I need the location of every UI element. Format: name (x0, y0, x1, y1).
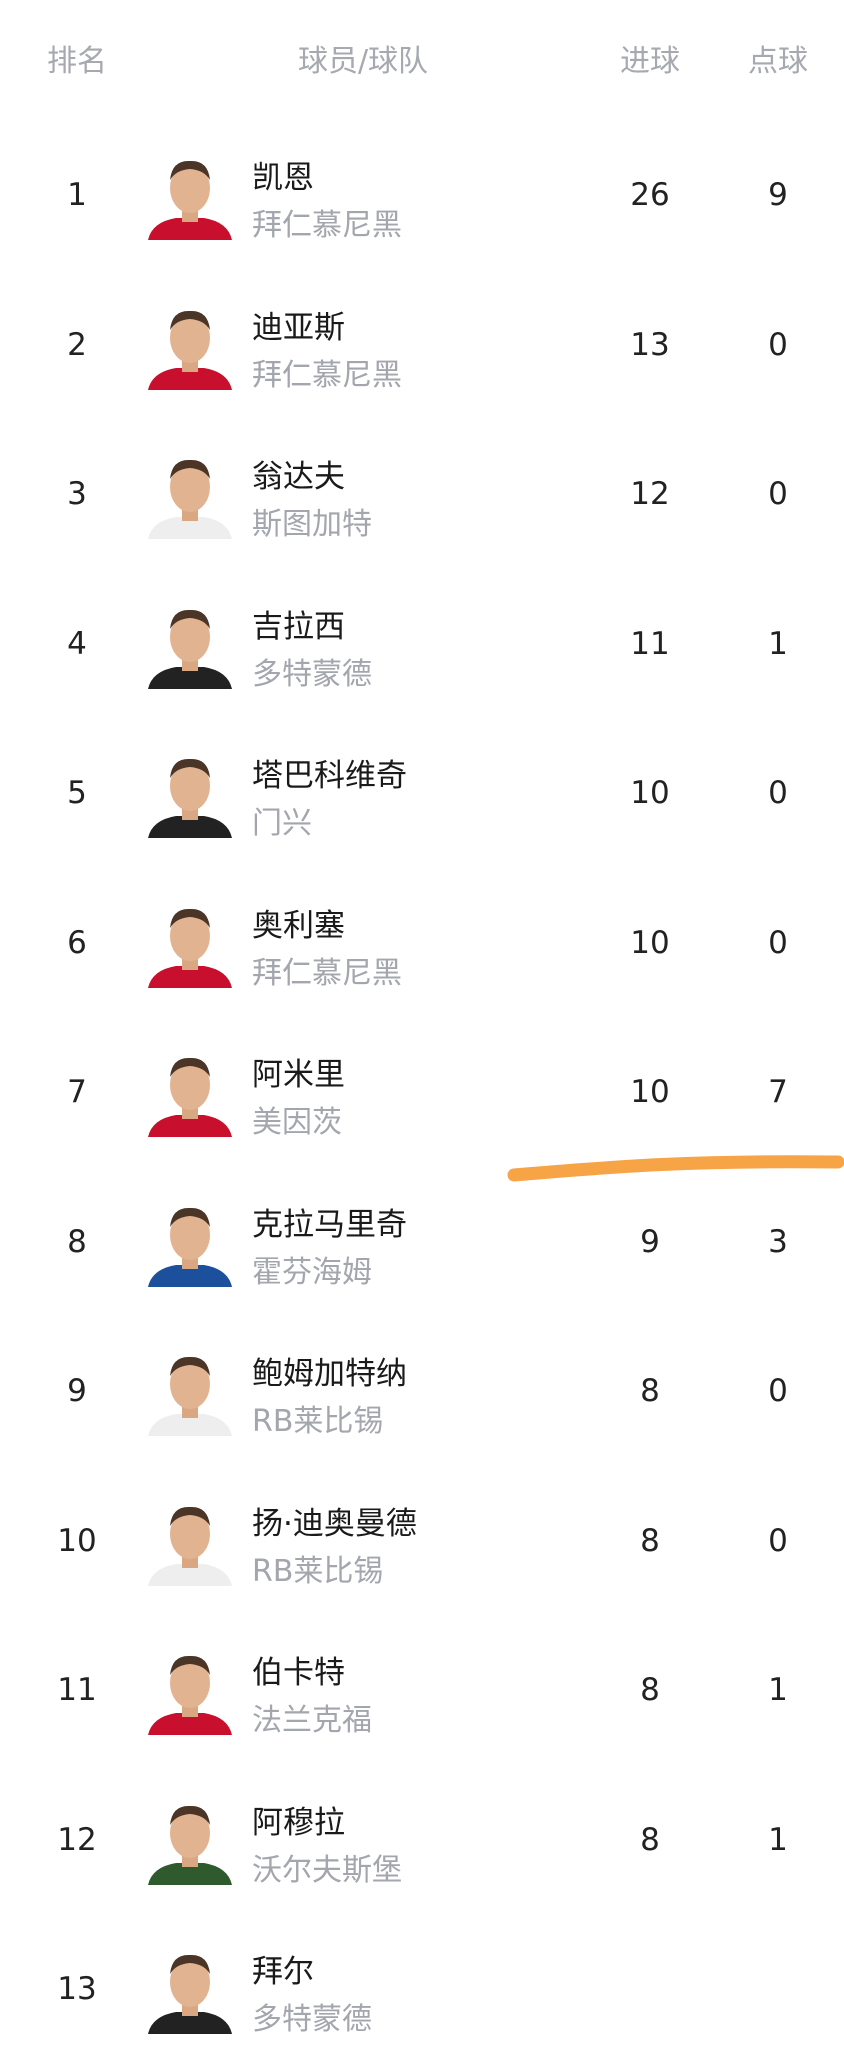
table-row[interactable]: 3 翁达夫 斯图加特 12 0 (0, 419, 844, 569)
penalties: 0 (768, 326, 788, 363)
table-row[interactable]: 5 塔巴科维奇 门兴 10 0 (0, 718, 844, 868)
table-row[interactable]: 6 奥利塞 拜仁慕尼黑 10 0 (0, 868, 844, 1018)
penalties: 7 (768, 1074, 788, 1110)
player-name[interactable]: 奥利塞 (252, 907, 345, 944)
player-name[interactable]: 克拉马里奇 (252, 1206, 407, 1243)
goals: 10 (630, 1074, 670, 1110)
penalties: 0 (768, 476, 788, 512)
player-name[interactable]: 凯恩 (252, 160, 314, 196)
header-rank[interactable]: 排名 (47, 44, 107, 79)
rank: 8 (67, 1223, 87, 1260)
player-name[interactable]: 阿米里 (252, 1057, 345, 1093)
team-name[interactable]: 拜仁慕尼黑 (252, 208, 402, 243)
table-row[interactable]: 8 克拉马里奇 霍芬海姆 9 3 (0, 1167, 844, 1317)
table-row[interactable]: 10 扬·迪奥曼德 RB莱比锡 8 0 (0, 1466, 844, 1616)
player-name[interactable]: 塔巴科维奇 (252, 758, 407, 794)
team-name[interactable]: 斯图加特 (252, 507, 372, 542)
rank: 11 (57, 1672, 97, 1708)
table-row[interactable]: 4 吉拉西 多特蒙德 11 1 (0, 569, 844, 719)
player-avatar (146, 449, 234, 539)
player-name[interactable]: 翁达夫 (252, 459, 345, 495)
penalties: 1 (768, 625, 788, 662)
player-avatar (146, 300, 234, 390)
goals: 10 (630, 775, 670, 811)
rank: 4 (67, 625, 87, 662)
header-goals[interactable]: 进球 (620, 44, 680, 79)
player-avatar (146, 898, 234, 988)
player-name[interactable]: 吉拉西 (252, 608, 345, 645)
player-name[interactable]: 鲍姆加特纳 (252, 1356, 407, 1392)
team-name[interactable]: RB莱比锡 (252, 1404, 384, 1439)
player-avatar (146, 150, 234, 240)
table-row[interactable]: 7 阿米里 美因茨 10 7 (0, 1017, 844, 1167)
goals: 8 (640, 1821, 660, 1858)
penalties: 9 (768, 177, 788, 213)
goals: 8 (640, 1672, 660, 1708)
penalties: 3 (768, 1223, 788, 1260)
player-avatar (146, 1496, 234, 1586)
team-name[interactable]: 沃尔夫斯堡 (252, 1852, 402, 1888)
player-avatar (146, 599, 234, 689)
rank: 3 (67, 476, 87, 512)
rank: 1 (67, 177, 87, 213)
penalties: 0 (768, 775, 788, 811)
goals: 8 (640, 1373, 660, 1409)
penalties: 0 (768, 1522, 788, 1559)
goals: 10 (630, 924, 670, 961)
penalties: 1 (768, 1821, 788, 1858)
team-name[interactable]: 霍芬海姆 (252, 1254, 372, 1290)
team-name[interactable]: 多特蒙德 (252, 656, 372, 692)
player-avatar (146, 1944, 234, 2034)
goals: 11 (630, 625, 670, 662)
team-name[interactable]: 多特蒙德 (252, 2002, 372, 2037)
penalties: 1 (768, 1672, 788, 1708)
player-avatar (146, 748, 234, 838)
team-name[interactable]: 门兴 (252, 806, 312, 841)
player-name[interactable]: 伯卡特 (252, 1655, 345, 1691)
player-name[interactable]: 迪亚斯 (252, 309, 345, 346)
goals: 13 (630, 326, 670, 363)
table-header: 排名 球员/球队 进球 点球 (0, 36, 844, 86)
goals: 9 (640, 1223, 660, 1260)
player-avatar (146, 1645, 234, 1735)
team-name[interactable]: 美因茨 (252, 1105, 342, 1140)
rank: 6 (67, 924, 87, 961)
rank: 13 (57, 1971, 97, 2007)
player-avatar (146, 1795, 234, 1885)
goals: 12 (630, 476, 670, 512)
player-avatar (146, 1346, 234, 1436)
table-row[interactable]: 12 阿穆拉 沃尔夫斯堡 8 1 (0, 1765, 844, 1915)
player-name[interactable]: 阿穆拉 (252, 1804, 345, 1841)
team-name[interactable]: 拜仁慕尼黑 (252, 955, 402, 991)
team-name[interactable]: RB莱比锡 (252, 1553, 384, 1589)
rank: 9 (67, 1373, 87, 1409)
rank: 5 (67, 775, 87, 811)
table-row[interactable]: 13 拜尔 多特蒙德 (0, 1914, 844, 2064)
player-name[interactable]: 拜尔 (252, 1954, 314, 1990)
table-row[interactable]: 11 伯卡特 法兰克福 8 1 (0, 1615, 844, 1765)
rank: 12 (57, 1821, 97, 1858)
player-avatar (146, 1047, 234, 1137)
rank: 10 (57, 1522, 97, 1559)
player-avatar (146, 1197, 234, 1287)
team-name[interactable]: 拜仁慕尼黑 (252, 357, 402, 393)
team-name[interactable]: 法兰克福 (252, 1703, 372, 1738)
table-row[interactable]: 2 迪亚斯 拜仁慕尼黑 13 0 (0, 270, 844, 420)
header-player-team[interactable]: 球员/球队 (297, 44, 429, 79)
table-row[interactable]: 1 凯恩 拜仁慕尼黑 26 9 (0, 120, 844, 270)
goals: 8 (640, 1522, 660, 1559)
penalties: 0 (768, 1373, 788, 1409)
player-name[interactable]: 扬·迪奥曼德 (252, 1505, 417, 1542)
goals: 26 (630, 177, 670, 213)
table-row[interactable]: 9 鲍姆加特纳 RB莱比锡 8 0 (0, 1316, 844, 1466)
header-penalties[interactable]: 点球 (748, 44, 808, 79)
rank: 7 (67, 1074, 87, 1110)
rank: 2 (67, 326, 87, 363)
penalties: 0 (768, 924, 788, 961)
